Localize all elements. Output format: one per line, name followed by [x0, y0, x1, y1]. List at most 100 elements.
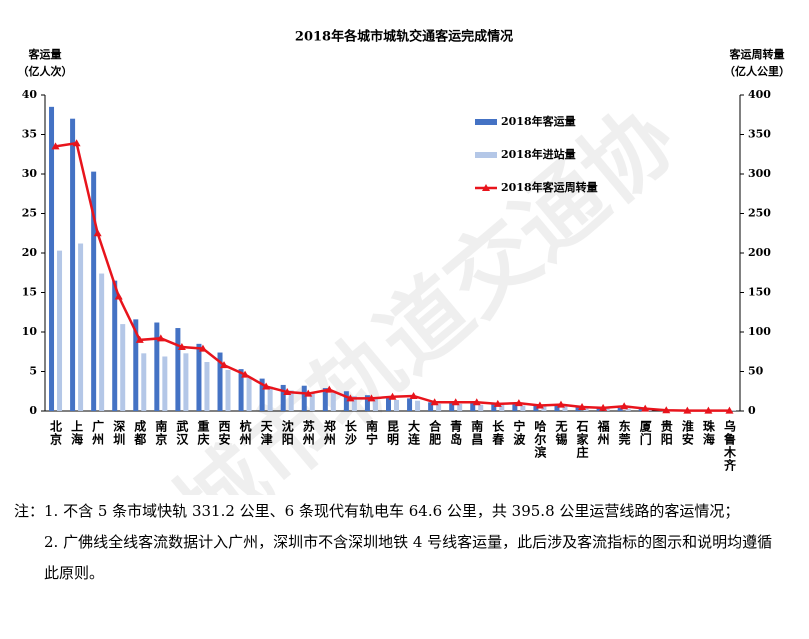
line-marker [72, 139, 81, 147]
bar [259, 378, 265, 411]
x-tick-label: 上海 [70, 419, 84, 446]
bar [604, 408, 610, 411]
x-tick-label: 深圳 [112, 419, 126, 446]
line-marker [599, 403, 608, 411]
line-marker [493, 399, 502, 407]
x-tick-label: 南京 [154, 419, 168, 446]
line-marker [135, 335, 144, 343]
y-tick-label: 25 [22, 207, 37, 220]
bar [175, 328, 181, 411]
bar [57, 250, 63, 411]
line-marker [451, 398, 460, 406]
line-marker [388, 392, 397, 400]
bar [520, 405, 526, 411]
x-tick-label: 南昌 [470, 419, 484, 446]
x-tick-label: 大连 [407, 419, 421, 446]
y-tick-label: 30 [22, 167, 38, 180]
line-marker [430, 398, 439, 406]
line-marker [620, 402, 629, 410]
y2-tick-label: 250 [748, 207, 771, 220]
bar [372, 399, 378, 411]
bar [183, 353, 189, 411]
line-marker [367, 394, 376, 402]
y2-tick-label: 150 [748, 286, 771, 299]
bar [196, 343, 202, 411]
bar [330, 392, 336, 411]
bar [78, 243, 84, 411]
bar [491, 403, 497, 411]
line-marker [578, 403, 587, 411]
y2-tick-label: 350 [748, 128, 771, 141]
x-tick-label: 淮安 [680, 419, 694, 446]
x-tick-label: 北京 [49, 419, 63, 446]
bar [533, 404, 539, 411]
y-label: （亿人次） [18, 64, 73, 78]
x-tick-label: 乌鲁木齐 [722, 419, 736, 472]
bar [204, 362, 210, 411]
x-tick-label: 无锡 [554, 420, 568, 446]
bar [280, 384, 286, 411]
bar [407, 398, 413, 411]
bar [541, 405, 547, 411]
x-tick-label: 南宁 [364, 419, 378, 446]
y-tick-label: 15 [22, 286, 37, 299]
bar [99, 273, 105, 411]
x-tick-label: 重庆 [196, 419, 210, 446]
bar [554, 404, 560, 411]
bar [478, 404, 484, 411]
bar [267, 386, 273, 411]
x-tick-label: 成都 [133, 419, 147, 446]
bar [120, 324, 126, 411]
y-tick-label: 5 [29, 365, 37, 378]
bar [457, 403, 463, 411]
bar [436, 403, 442, 411]
bar [322, 388, 328, 411]
line-marker [114, 292, 123, 300]
x-tick-label: 厦门 [638, 419, 652, 446]
line-marker [662, 406, 671, 414]
bar [449, 402, 455, 411]
bar [343, 391, 349, 411]
bar [288, 390, 294, 411]
x-tick-label: 贵阳 [659, 419, 673, 446]
legend-label: 2018年进站量 [501, 147, 576, 161]
line-marker [241, 370, 250, 378]
x-tick-label: 郑州 [322, 419, 336, 446]
y2-label: 客运周转量 [729, 47, 785, 61]
chart: 2018年各城市城轨交通客运完成情况 客运量 （亿人次） 客运周转量 （亿人公里… [18, 29, 791, 496]
x-tick-label: 昆明 [386, 420, 400, 446]
bar [583, 406, 589, 411]
y2-label: （亿人公里） [724, 64, 790, 78]
bar [154, 322, 160, 411]
bar [351, 395, 357, 411]
y2-tick-label: 50 [748, 365, 764, 378]
line-marker [51, 142, 60, 150]
line-marker [556, 400, 565, 408]
bar [638, 408, 644, 411]
note-list: 1. 不含 5 条市域快轨 331.2 公里、6 条现代有轨电车 64.6 公里… [44, 496, 774, 589]
y2-tick-label: 200 [748, 246, 771, 259]
bar [246, 377, 252, 411]
line-marker [409, 391, 418, 399]
bar [217, 352, 223, 411]
note-item: 2. 广佛线全线客流数据计入广州，深圳市不含深圳地铁 4 号线客运量，此后涉及客… [44, 533, 773, 582]
line-marker [93, 229, 102, 237]
x-tick-label: 合肥 [428, 419, 442, 446]
bar [133, 319, 139, 411]
y-tick-label: 20 [22, 246, 38, 259]
line-marker [283, 388, 292, 396]
note-item: 1. 不含 5 条市域快轨 331.2 公里、6 条现代有轨电车 64.6 公里… [44, 502, 740, 520]
line-marker [156, 334, 165, 342]
bar [575, 405, 581, 411]
bar [141, 353, 147, 411]
line-marker [198, 344, 207, 352]
x-tick-label: 长沙 [343, 419, 357, 446]
x-tick-label: 杭州 [238, 419, 252, 446]
line-marker [304, 389, 313, 397]
y-tick-label: 0 [29, 404, 37, 417]
bar [225, 369, 231, 411]
x-tick-label: 青岛 [449, 419, 463, 446]
y2-tick-label: 300 [748, 167, 771, 180]
x-tick-label: 东莞 [617, 419, 631, 446]
